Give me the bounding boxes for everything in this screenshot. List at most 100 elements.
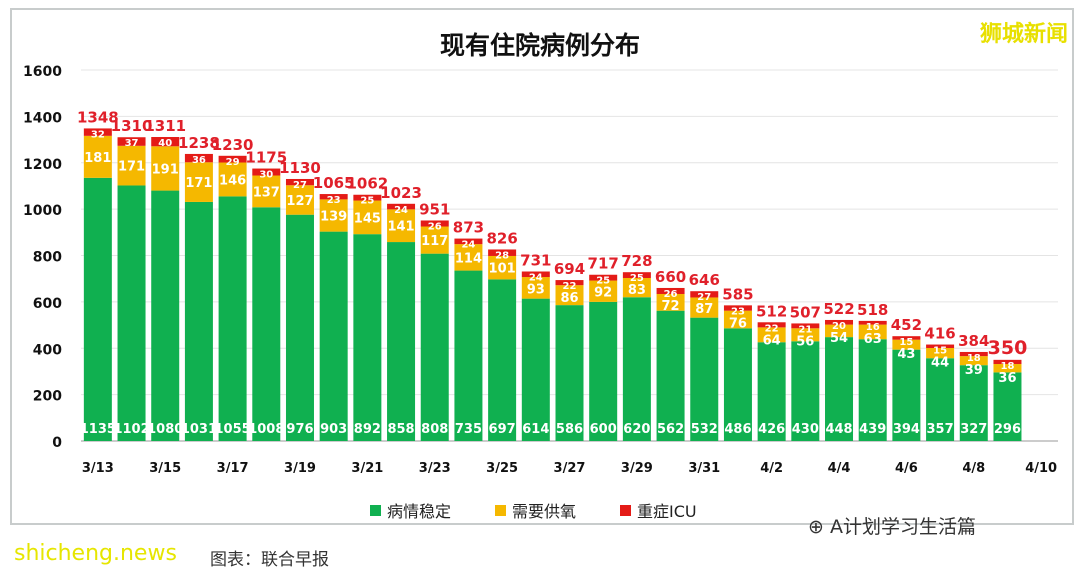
data-label: 83 <box>628 283 646 298</box>
bar-icu <box>791 323 820 329</box>
data-label: 24 <box>461 240 475 251</box>
chart-credit: 图表：联合早报 <box>210 550 329 570</box>
x-tick-label: 3/15 <box>149 461 181 476</box>
data-label: 18 <box>967 353 981 364</box>
bar-stable <box>926 358 955 441</box>
total-label: 507 <box>790 303 821 321</box>
site-watermark: shicheng.news <box>14 541 177 566</box>
bar-stable <box>117 185 146 441</box>
x-tick-label: 3/17 <box>217 461 249 476</box>
bar-oxygen <box>690 297 719 318</box>
bar-oxygen <box>252 175 281 208</box>
data-label: 1135 <box>80 422 116 437</box>
chart-frame <box>10 8 1074 525</box>
bar-oxygen <box>353 200 382 235</box>
bar-icu <box>622 272 651 278</box>
total-label: 522 <box>823 300 854 318</box>
total-label: 384 <box>958 332 989 350</box>
y-tick-label: 600 <box>33 296 62 312</box>
legend-label: 病情稳定 <box>387 502 452 521</box>
data-label: 15 <box>899 337 913 348</box>
legend-swatch <box>620 504 632 516</box>
bar-icu <box>521 271 550 278</box>
data-label: 1055 <box>215 422 251 437</box>
bar-icu <box>757 322 786 328</box>
bar-stable <box>825 337 854 441</box>
data-label: 76 <box>729 316 747 331</box>
bar-stable <box>252 207 281 441</box>
data-label: 600 <box>590 422 617 437</box>
data-label: 903 <box>320 422 347 437</box>
data-label: 93 <box>527 282 545 297</box>
total-label: 350 <box>988 337 1028 359</box>
data-label: 21 <box>798 324 812 335</box>
total-label: 512 <box>756 302 787 320</box>
bar-icu <box>252 168 281 176</box>
watermark: 狮城新闻 <box>979 22 1068 47</box>
x-tick-label: 4/10 <box>1025 461 1057 476</box>
legend-item-icu: 重症ICU <box>620 498 697 522</box>
data-label: 28 <box>495 250 509 261</box>
data-label: 976 <box>286 422 313 437</box>
data-label: 72 <box>662 299 680 314</box>
data-label: 327 <box>960 422 987 437</box>
bar-stable <box>959 365 988 441</box>
total-label: 694 <box>554 260 585 278</box>
data-label: 191 <box>152 162 179 177</box>
data-label: 181 <box>84 151 111 166</box>
data-label: 114 <box>455 251 482 266</box>
total-label: 1230 <box>212 136 254 154</box>
total-label: 1065 <box>313 174 355 192</box>
bar-stable <box>285 214 314 441</box>
data-label: 171 <box>185 176 212 191</box>
total-label: 1311 <box>144 117 186 135</box>
data-label: 146 <box>219 173 246 188</box>
bar-icu <box>993 359 1022 365</box>
total-label: 1348 <box>77 108 119 126</box>
data-label: 562 <box>657 422 684 437</box>
bar-stable <box>757 342 786 441</box>
total-label: 452 <box>891 316 922 334</box>
data-label: 697 <box>489 422 516 437</box>
total-label: 826 <box>486 229 517 247</box>
data-label: 532 <box>691 422 718 437</box>
bar-icu <box>959 351 988 357</box>
data-label: 40 <box>158 138 172 149</box>
data-label: 29 <box>226 157 240 168</box>
data-label: 296 <box>994 422 1021 437</box>
total-label: 585 <box>722 285 753 303</box>
bar-icu <box>319 194 348 200</box>
bar-icu <box>690 291 719 298</box>
data-label: 25 <box>596 276 610 287</box>
bar-stable <box>151 190 180 441</box>
total-label: 717 <box>588 255 619 273</box>
bar-oxygen <box>656 293 685 311</box>
bar-oxygen <box>555 285 584 306</box>
data-label: 18 <box>1001 361 1015 372</box>
data-label: 620 <box>623 422 650 437</box>
y-tick-label: 200 <box>33 389 62 405</box>
legend-item-stable: 病情稳定 <box>370 498 451 522</box>
total-label: 660 <box>655 268 686 286</box>
bar-oxygen <box>858 324 887 340</box>
bar-oxygen <box>454 244 483 271</box>
total-label: 728 <box>621 252 652 270</box>
data-label: 15 <box>933 346 947 357</box>
bar-oxygen <box>420 226 449 254</box>
data-label: 614 <box>522 422 549 437</box>
bar-stable <box>521 298 550 441</box>
total-label: 1130 <box>279 159 321 177</box>
bar-oxygen <box>151 146 180 191</box>
data-label: 394 <box>893 422 920 437</box>
bar-oxygen <box>589 280 618 302</box>
data-label: 44 <box>931 356 949 371</box>
data-label: 37 <box>125 138 139 149</box>
bar-stable <box>858 339 887 441</box>
data-label: 43 <box>897 347 915 362</box>
data-label: 586 <box>556 422 583 437</box>
legend-label: 需要供氧 <box>512 502 577 521</box>
data-label: 892 <box>354 422 381 437</box>
data-label: 24 <box>529 272 543 283</box>
bar-icu <box>488 249 517 256</box>
